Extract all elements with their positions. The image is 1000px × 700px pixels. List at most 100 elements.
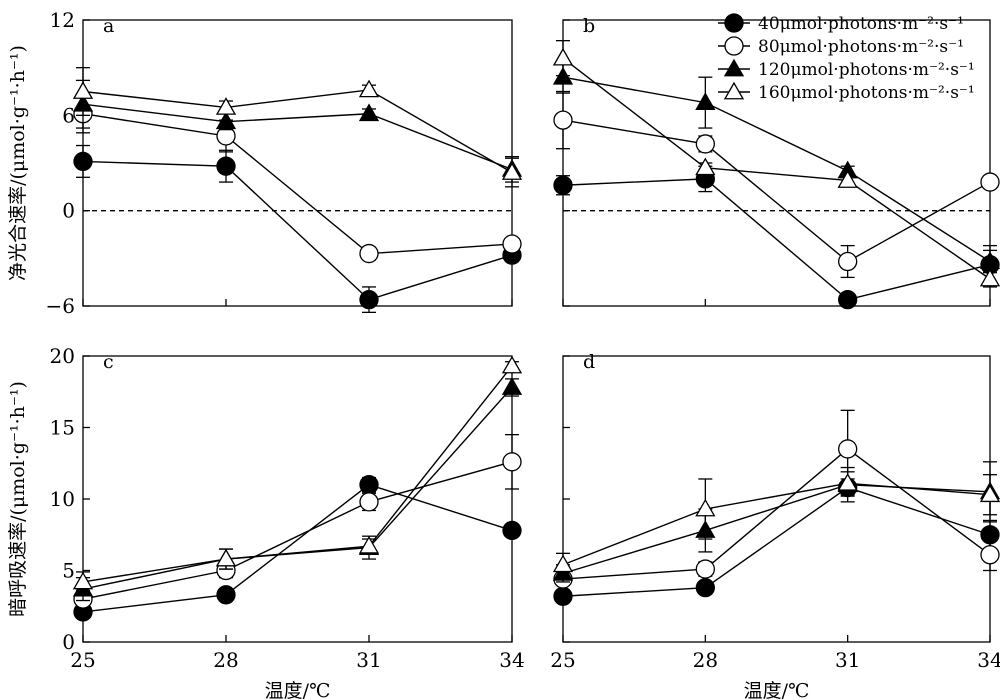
series-3 xyxy=(72,79,523,183)
data-point xyxy=(553,110,573,130)
data-point xyxy=(358,103,380,122)
data-point xyxy=(359,492,379,512)
series-line xyxy=(82,160,513,301)
plot-frame xyxy=(562,19,991,307)
data-point xyxy=(980,545,1000,565)
series-line xyxy=(82,483,513,613)
data-point xyxy=(979,268,1000,287)
data-point xyxy=(553,175,573,195)
x-axis-label: 温度/℃ xyxy=(265,680,331,700)
data-point xyxy=(502,520,522,541)
series-line xyxy=(562,178,991,301)
data-point xyxy=(501,162,523,180)
data-point xyxy=(837,170,858,188)
data-point xyxy=(502,452,522,472)
legend-label: 40μmol·photons·m⁻²·s⁻¹ xyxy=(758,14,964,34)
panel-a: −6 0 6 12 a 净光合速率/(μmol·g⁻¹·h⁻¹) xyxy=(7,8,523,318)
series-line xyxy=(82,461,513,600)
series-2 xyxy=(553,409,1000,592)
series-line xyxy=(82,365,513,583)
data-point xyxy=(502,234,522,254)
legend-triangle-marker xyxy=(723,81,745,100)
data-point xyxy=(72,81,94,99)
y-tick-label: 12 xyxy=(50,8,75,32)
data-point xyxy=(838,289,858,310)
panel-b: b xyxy=(552,15,1000,310)
series-4 xyxy=(72,355,523,593)
legend-label: 160μmol·photons·m⁻²·s⁻¹ xyxy=(758,83,975,103)
series-line xyxy=(562,482,991,566)
legend-item: 160μmol·photons·m⁻²·s⁻¹ xyxy=(718,81,975,103)
x-tick-label: 25 xyxy=(550,648,575,672)
panel-c: 0 5 10 15 20 25 28 31 34 c 暗呼吸速率/(μmol·g⁻¹·h⁻¹) 温度/… xyxy=(7,344,525,700)
legend-triangle-marker xyxy=(723,58,745,77)
legend-item: 120μmol·photons·m⁻²·s⁻¹ xyxy=(718,58,975,80)
x-tick-label: 31 xyxy=(835,648,860,672)
data-point xyxy=(980,172,1000,192)
y-tick-label: 10 xyxy=(50,487,75,511)
y-tick-label: 5 xyxy=(62,559,75,583)
x-tick-label: 28 xyxy=(693,648,718,672)
data-point xyxy=(552,47,574,66)
data-point xyxy=(73,151,93,172)
data-point xyxy=(216,585,236,605)
panel-label: b xyxy=(583,15,595,37)
data-point xyxy=(837,472,858,491)
data-point xyxy=(215,97,237,115)
data-point xyxy=(359,289,379,310)
x-tick-label: 31 xyxy=(356,648,381,672)
x-tick-label: 28 xyxy=(213,648,238,672)
panel-label: c xyxy=(103,351,114,373)
series-line xyxy=(82,103,513,171)
series-4 xyxy=(72,67,523,188)
legend-item: 80μmol·photons·m⁻²·s⁻¹ xyxy=(718,36,964,57)
data-point xyxy=(838,251,858,272)
data-point xyxy=(695,157,716,176)
series-line xyxy=(82,386,513,590)
series-line xyxy=(562,119,991,263)
legend-circle-marker xyxy=(724,13,744,33)
legend-label: 80μmol·photons·m⁻²·s⁻¹ xyxy=(758,37,964,57)
data-point xyxy=(501,355,523,374)
data-point xyxy=(359,475,379,495)
series-3 xyxy=(552,461,1000,583)
series-4 xyxy=(552,40,1000,288)
data-point xyxy=(695,92,716,111)
y-axis-label: 净光合速率/(μmol·g⁻¹·h⁻¹) xyxy=(7,45,29,281)
series-1 xyxy=(553,165,1000,310)
data-point xyxy=(695,498,716,517)
y-tick-label: 6 xyxy=(62,103,75,127)
y-axis-label: 暗呼吸速率/(μmol·g⁻¹·h⁻¹) xyxy=(7,381,29,617)
panel-label: a xyxy=(103,15,114,37)
y-tick-label: 0 xyxy=(62,630,75,654)
data-point xyxy=(552,554,574,573)
legend: 40μmol·photons·m⁻²·s⁻¹ 80μmol·photons·m⁻²… xyxy=(718,13,975,103)
data-point xyxy=(979,251,1000,269)
series-line xyxy=(562,57,991,280)
data-point xyxy=(501,377,523,395)
data-point xyxy=(358,535,380,554)
series-1 xyxy=(73,475,522,622)
series-2 xyxy=(73,433,522,609)
series-2 xyxy=(73,94,522,264)
y-tick-label: −6 xyxy=(46,294,75,318)
series-3 xyxy=(72,377,523,602)
data-point xyxy=(695,578,715,598)
series-line xyxy=(82,89,513,174)
series-1 xyxy=(73,144,522,314)
series-line xyxy=(82,113,513,255)
series-line xyxy=(562,486,991,597)
data-point xyxy=(215,548,237,567)
series-4 xyxy=(552,471,1000,577)
data-point xyxy=(215,111,237,130)
data-point xyxy=(838,439,858,459)
plot-frame xyxy=(562,355,991,643)
panel-label: d xyxy=(583,351,595,373)
series-2 xyxy=(553,90,1000,279)
data-point xyxy=(358,79,380,98)
y-tick-label: 0 xyxy=(62,199,75,223)
legend-label: 120μmol·photons·m⁻²·s⁻¹ xyxy=(758,60,975,80)
x-axis-label: 温度/℃ xyxy=(744,680,810,700)
y-tick-label: 20 xyxy=(50,344,75,368)
